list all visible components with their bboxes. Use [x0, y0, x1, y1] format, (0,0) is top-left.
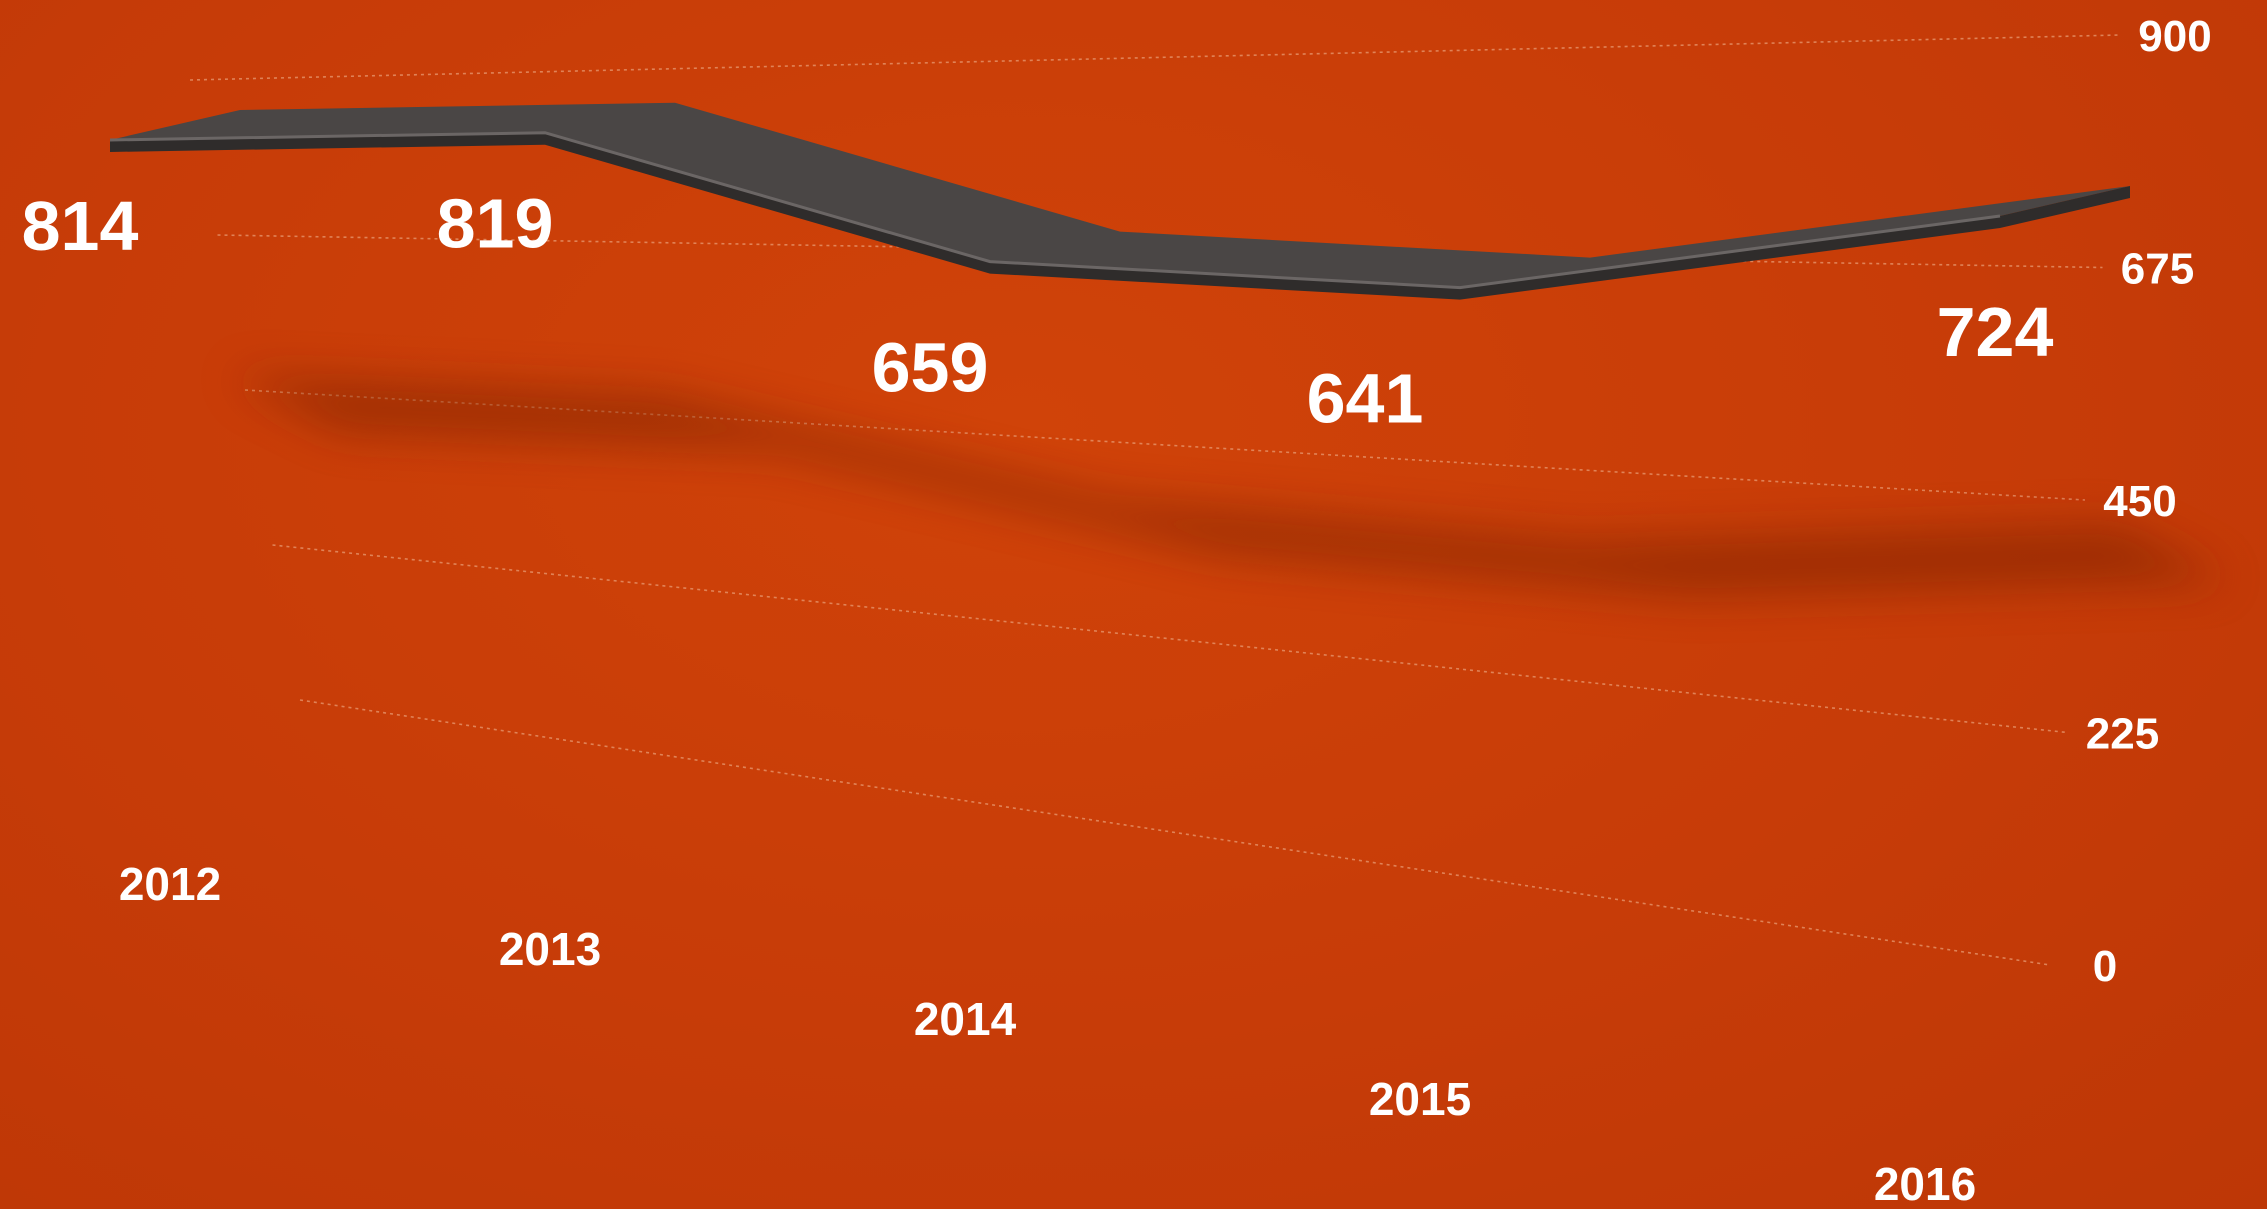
x-axis-ticks: 2012 2013 2014 2015 2016 — [119, 858, 1976, 1209]
x-tick-2013: 2013 — [499, 923, 601, 975]
y-tick-225: 225 — [2086, 710, 2159, 759]
gridlines — [189, 34, 2121, 966]
gridline-900 — [189, 34, 2121, 81]
x-tick-2012: 2012 — [119, 858, 221, 910]
ribbon-end-cap — [2000, 185, 2130, 228]
data-labels: 814 819 659 641 724 — [22, 185, 2054, 438]
x-tick-2015: 2015 — [1369, 1073, 1471, 1125]
y-tick-0: 0 — [2093, 942, 2117, 991]
data-ribbon — [109, 102, 2130, 300]
y-tick-675: 675 — [2121, 245, 2194, 294]
ribbon-shadow — [230, 376, 2230, 596]
y-axis-ticks: 0 225 450 675 900 — [2086, 12, 2212, 991]
data-label-2015: 641 — [1307, 360, 1424, 438]
data-label-2013: 819 — [437, 185, 554, 263]
y-tick-450: 450 — [2103, 477, 2176, 526]
data-label-2014: 659 — [872, 329, 989, 407]
y-tick-900: 900 — [2138, 12, 2211, 61]
ribbon-edge-highlight — [109, 131, 2001, 290]
data-label-2016: 724 — [1937, 293, 2054, 371]
ribbon-shadow-shape — [230, 376, 2230, 596]
x-tick-2014: 2014 — [914, 993, 1017, 1045]
x-tick-2016: 2016 — [1874, 1158, 1976, 1209]
data-label-2012: 814 — [22, 187, 139, 265]
gridline-0 — [299, 699, 2051, 966]
ribbon-top-surface — [110, 102, 2130, 288]
